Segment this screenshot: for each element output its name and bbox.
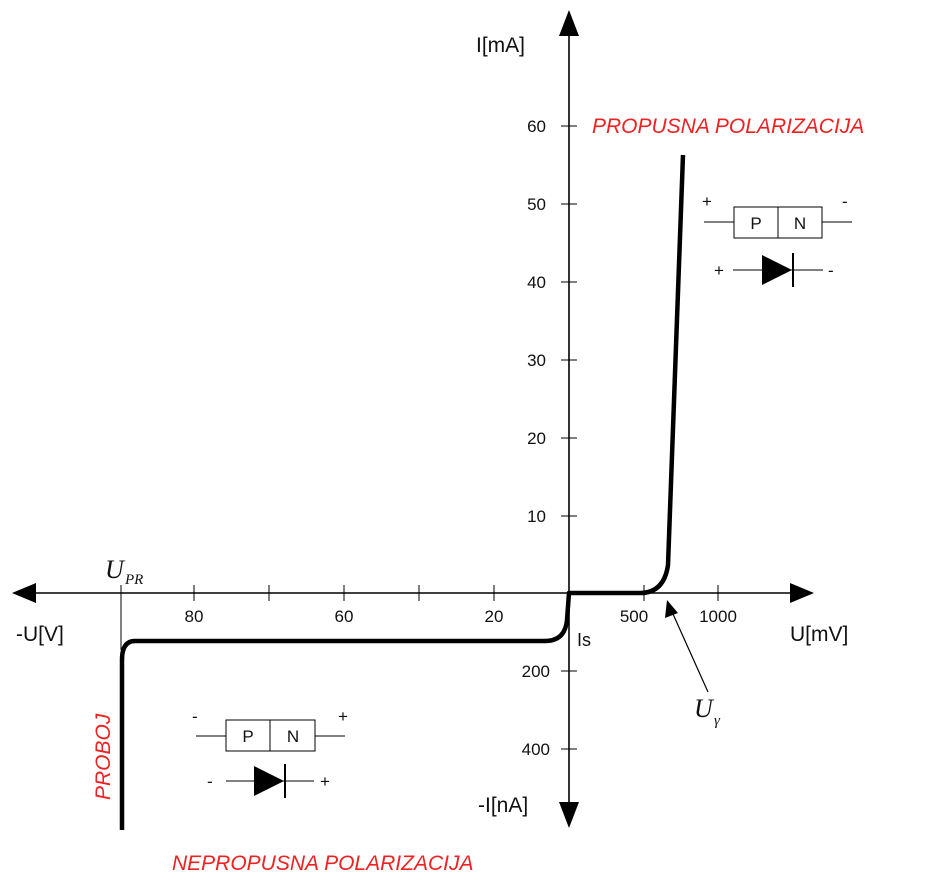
forward-junction-schematic: P N + - + - (702, 192, 852, 287)
breakdown-voltage-subscript: PR (124, 572, 143, 588)
forward-bias-label: PROPUSNA POLARIZACIJA (592, 115, 864, 138)
reverse-right-sign: + (338, 707, 348, 726)
x-tick-label: 1000 (699, 607, 737, 626)
y-tick-label: 20 (527, 429, 546, 448)
saturation-current-label: Is (577, 630, 591, 650)
reverse-left-sign: - (192, 707, 198, 726)
forward-left-sign: + (702, 192, 712, 211)
y-tick-label: 60 (527, 117, 546, 136)
x-tick-label: 80 (185, 607, 204, 626)
y-pos-axis-label: I[mA] (476, 34, 525, 57)
threshold-voltage-subscript: γ (714, 713, 721, 729)
forward-n-region: N (794, 214, 806, 233)
y-tick-label: 40 (527, 273, 546, 292)
x-tick-label: 500 (620, 607, 648, 626)
y-tick-label: 400 (522, 740, 550, 759)
reverse-junction-schematic: P N - + - + (192, 707, 348, 798)
forward-diode-right-sign: - (828, 261, 834, 280)
threshold-voltage-label: U (694, 694, 715, 723)
reverse-diode-left-sign: - (207, 772, 213, 791)
forward-diode-triangle (762, 255, 792, 285)
x-axis-arrow-right (790, 583, 814, 603)
forward-p-region: P (750, 214, 761, 233)
y-tick-label: 10 (527, 507, 546, 526)
x-tick-label: 60 (335, 607, 354, 626)
y-tick-label: 200 (522, 662, 550, 681)
x-tick-label: 20 (485, 607, 504, 626)
y-neg-axis-label: -I[nA] (478, 794, 528, 817)
iv-curve (119, 154, 686, 830)
x-pos-axis-label: U[mV] (790, 623, 848, 646)
x-axis-arrow-left (12, 583, 36, 603)
breakdown-voltage-label: U (105, 555, 126, 584)
breakdown-label: PROBOJ (92, 713, 115, 800)
forward-diode-left-sign: + (714, 261, 724, 280)
reverse-p-region: P (242, 727, 253, 746)
x-neg-axis-label: -U[V] (16, 623, 64, 646)
reverse-n-region: N (287, 727, 299, 746)
y-axis-arrow-up (559, 10, 579, 36)
reverse-diode-triangle (254, 766, 284, 796)
y-neg-ticks: 200 400 (522, 662, 577, 759)
y-pos-ticks: 10 20 30 40 50 60 (527, 117, 577, 526)
y-axis-arrow-down (559, 802, 579, 828)
reverse-diode-right-sign: + (320, 772, 330, 791)
y-tick-label: 30 (527, 351, 546, 370)
y-tick-label: 50 (527, 195, 546, 214)
threshold-pointer-line (672, 613, 709, 693)
reverse-bias-label: NEPROPUSNA POLARIZACIJA (172, 852, 473, 875)
threshold-pointer-arrow (665, 600, 678, 618)
forward-right-sign: - (842, 192, 848, 211)
axes (12, 10, 814, 828)
x-ticks: 500 1000 20 60 80 (185, 585, 737, 626)
